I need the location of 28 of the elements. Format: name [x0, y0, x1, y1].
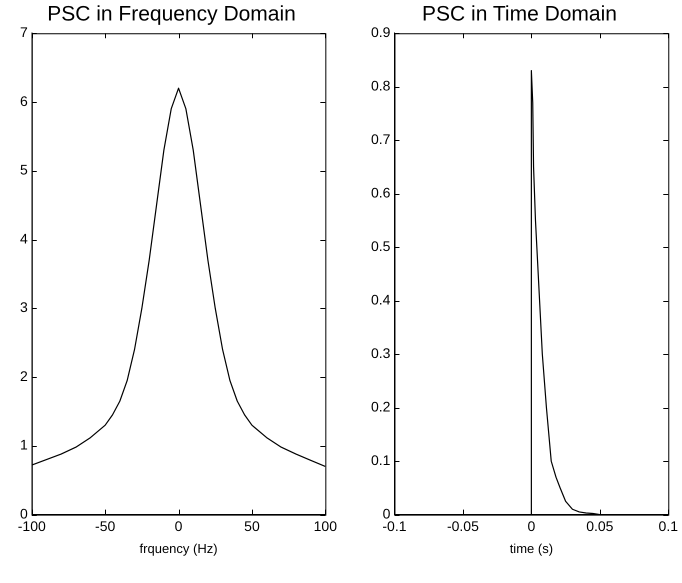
x-tick-label: 50 — [244, 518, 260, 534]
x-tick-label: 0 — [174, 518, 183, 534]
x-tick-label: -50 — [95, 518, 116, 534]
x-tick-label: 100 — [314, 518, 338, 534]
y-tick-label: 6 — [20, 92, 28, 109]
y-tick-label: 0.3 — [370, 344, 391, 361]
y-tick-label: 2 — [20, 368, 28, 384]
x-axis-title: time (s) — [510, 540, 554, 556]
x-tick-label: -0.05 — [446, 518, 480, 534]
y-tick-label: 1 — [20, 436, 28, 453]
y-tick-label: 0.6 — [370, 184, 391, 201]
chart-title: PSC in Frequency Domain — [47, 2, 296, 26]
y-tick-label: 4 — [20, 230, 28, 246]
y-tick-label: 0.5 — [370, 238, 391, 254]
y-tick-label: 0.1 — [370, 452, 391, 468]
x-axis-title: frquency (Hz) — [140, 540, 218, 556]
x-tick-label: 0.1 — [658, 518, 678, 534]
y-tick-label: 0.7 — [370, 131, 391, 148]
y-tick-label: 0.9 — [370, 24, 391, 40]
y-tick-label: 0.4 — [370, 292, 391, 308]
x-tick-label: 0.05 — [586, 518, 614, 534]
y-tick-label: 3 — [20, 299, 28, 316]
y-tick-label: 5 — [20, 162, 28, 178]
y-tick-label: 7 — [20, 24, 28, 40]
x-tick-label: 0 — [527, 518, 536, 534]
chart-title: PSC in Time Domain — [422, 2, 617, 26]
y-tick-label: 0.8 — [370, 78, 391, 94]
y-tick-label: 0.2 — [370, 398, 391, 414]
